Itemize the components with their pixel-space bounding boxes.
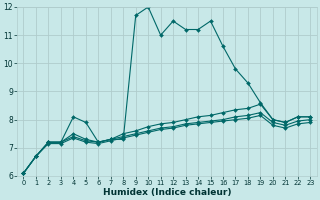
X-axis label: Humidex (Indice chaleur): Humidex (Indice chaleur) — [103, 188, 231, 197]
